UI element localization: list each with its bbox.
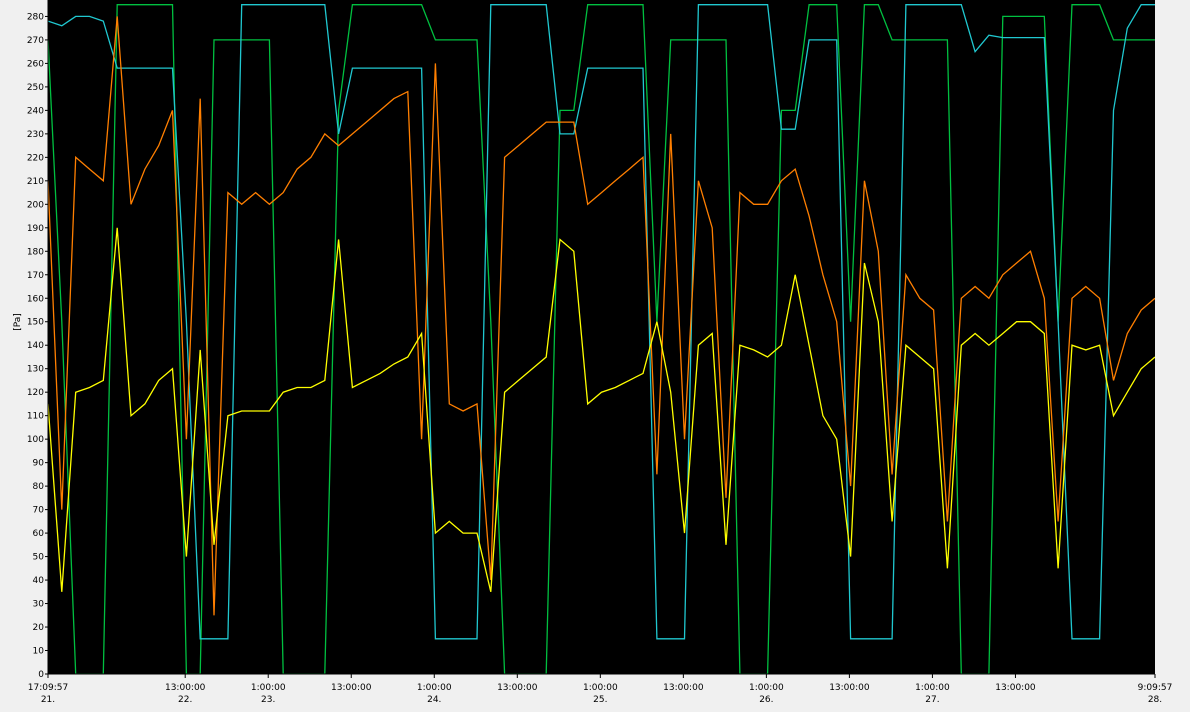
y-tick-label: 210	[27, 177, 44, 187]
y-tick-label: 90	[33, 459, 45, 469]
x-tick-label: 1:00:00 27.	[915, 683, 950, 705]
series-line	[48, 4, 1155, 640]
x-tick-label: 1:00:00 24.	[417, 683, 452, 705]
y-tick-label: 20	[33, 623, 45, 633]
y-tick-label: 80	[33, 482, 45, 492]
x-tick-label: 13:00:00	[331, 683, 372, 693]
series-line	[48, 4, 1155, 674]
y-tick-label: 180	[27, 247, 44, 257]
y-tick-label: 30	[33, 600, 45, 610]
x-tick-label: 1:00:00 26.	[749, 683, 784, 705]
lines	[48, 4, 1155, 674]
y-tick-label: 120	[27, 388, 44, 398]
y-tick-label: 140	[27, 341, 44, 351]
y-tick-label: 240	[27, 106, 44, 116]
x-tick-label: 13:00:00	[497, 683, 538, 693]
y-tick-label: 150	[27, 318, 44, 328]
y-tick-label: 130	[27, 365, 44, 375]
y-tick-label: 190	[27, 224, 44, 234]
y-tick-label: 270	[27, 36, 44, 46]
x-tick-label: 1:00:00 23.	[251, 683, 286, 705]
y-tick-label: 100	[27, 435, 44, 445]
y-tick-label: 110	[27, 412, 44, 422]
y-tick-label: 280	[27, 12, 44, 22]
series-line	[48, 227, 1155, 592]
y-axis-label: [Pa]	[13, 313, 23, 331]
y-tick-label: 250	[27, 83, 44, 93]
x-tick-label: 13:00:00	[663, 683, 704, 693]
y-tick-label: 10	[33, 647, 45, 657]
y-tick-label: 60	[33, 529, 45, 539]
x-tick-label: 17:09:57 21.	[28, 683, 68, 705]
y-tick-label: 170	[27, 271, 44, 281]
y-tick-label: 0	[38, 670, 44, 680]
y-tick-label: 220	[27, 153, 44, 163]
y-tick-label: 260	[27, 59, 44, 69]
x-tick-label: 13:00:00 22.	[165, 683, 206, 705]
y-tick-label: 50	[33, 553, 45, 563]
x-tick-label: 13:00:00	[995, 683, 1036, 693]
plot-area	[48, 0, 1155, 674]
y-tick-label: 160	[27, 294, 44, 304]
x-tick-label: 13:00:00	[829, 683, 870, 693]
x-tick-label: 1:00:00 25.	[583, 683, 618, 705]
y-tick-label: 70	[33, 506, 45, 516]
y-tick-label: 230	[27, 130, 44, 140]
y-tick-label: 40	[33, 576, 45, 586]
y-tick-label: 200	[27, 200, 44, 210]
x-tick-label: 9:09:57 28.	[1138, 683, 1173, 705]
series-line	[48, 16, 1155, 616]
